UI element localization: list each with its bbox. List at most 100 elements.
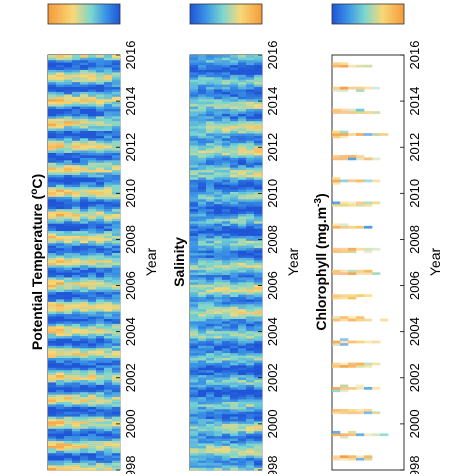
heat-cell [72, 74, 81, 78]
heat-cell [190, 245, 199, 249]
heat-cell [64, 194, 73, 197]
heat-cell [190, 189, 199, 192]
heat-cell [88, 360, 97, 363]
heat-cell [88, 374, 97, 378]
heat-cell [56, 81, 65, 85]
heat-cell [254, 199, 263, 202]
heat-cell [214, 120, 223, 124]
heat-cell [104, 372, 113, 376]
heat-cell [56, 418, 65, 422]
heat-cell [56, 282, 65, 285]
heat-cell [356, 179, 365, 183]
heat-cell [190, 352, 199, 356]
heat-cell [96, 155, 105, 158]
heat-cell [214, 155, 223, 158]
heat-cell [64, 221, 73, 224]
heat-cell [56, 218, 65, 222]
heat-cell [190, 72, 199, 75]
heat-cell [246, 145, 255, 149]
heat-cell [64, 347, 73, 351]
heat-cell [198, 84, 207, 88]
heat-cell [64, 448, 73, 451]
heat-cell [64, 135, 73, 139]
heat-cell [96, 140, 105, 144]
heat-cell [72, 208, 81, 212]
heat-cell [48, 245, 57, 249]
heat-cell [254, 223, 263, 227]
heat-cell [48, 172, 57, 175]
heat-cell [332, 157, 341, 161]
heat-cell [222, 152, 231, 156]
heat-cell [72, 401, 81, 405]
heat-cell [222, 352, 231, 356]
heat-cell [190, 467, 199, 471]
heat-cell [254, 423, 263, 427]
heat-cell [254, 355, 263, 358]
heat-cell [230, 196, 239, 200]
heat-cell [56, 325, 65, 329]
heat-cell [72, 377, 81, 380]
heat-cell [190, 86, 199, 90]
heat-cell [238, 140, 247, 144]
heat-cell [104, 465, 113, 468]
heat-cell [48, 125, 57, 129]
heat-cell [48, 250, 57, 254]
heat-cell [64, 76, 73, 80]
heat-cell [214, 203, 223, 207]
heat-cell [48, 421, 57, 424]
heat-cell [96, 325, 105, 329]
heat-cell [80, 352, 89, 356]
heat-cell [246, 103, 255, 107]
heat-cell [104, 277, 113, 280]
heat-cell [206, 465, 215, 468]
heat-cell [348, 64, 357, 68]
heat-cell [72, 413, 81, 417]
heat-cell [332, 457, 341, 461]
heat-cell [48, 162, 57, 166]
heat-cell [214, 101, 223, 105]
heat-cell [246, 462, 255, 466]
heat-cell [214, 213, 223, 217]
heat-cell [80, 379, 89, 383]
heat-cell [72, 79, 81, 83]
heat-cell [96, 343, 105, 346]
heat-cell [238, 225, 247, 229]
heat-cell [214, 455, 223, 459]
heat-cell [246, 269, 255, 273]
heat-cell [222, 440, 231, 444]
heat-cell [238, 455, 247, 459]
heat-cell [230, 211, 239, 214]
heat-cell [230, 277, 239, 280]
heat-cell [214, 382, 223, 385]
heat-cell [238, 67, 247, 70]
heat-cell [104, 211, 113, 214]
xtick-label: 2014 [265, 87, 280, 116]
heat-cell [96, 145, 105, 149]
heat-cell [56, 345, 65, 349]
heat-cell [238, 159, 247, 163]
heat-cell [72, 308, 81, 312]
heat-cell [198, 384, 207, 388]
heat-cell [230, 418, 239, 422]
heat-cell [112, 394, 121, 398]
heat-cell [48, 72, 57, 75]
heat-cell [104, 257, 113, 261]
heat-cell [206, 257, 215, 261]
heat-cell [206, 164, 215, 168]
heat-cell [222, 64, 231, 68]
heat-cell [56, 108, 65, 112]
heat-cell [80, 72, 89, 75]
heat-cell [104, 164, 113, 168]
heat-cell [64, 147, 73, 151]
heat-cell [56, 467, 65, 471]
heat-cell [80, 416, 89, 420]
heat-cell [104, 355, 113, 358]
heat-cell [190, 118, 199, 122]
heat-cell [72, 81, 81, 85]
heat-cell [104, 76, 113, 80]
heat-cell [230, 391, 239, 395]
heat-cell [96, 462, 105, 466]
heat-cell [238, 333, 247, 337]
heat-cell [96, 159, 105, 163]
heat-cell [80, 465, 89, 468]
